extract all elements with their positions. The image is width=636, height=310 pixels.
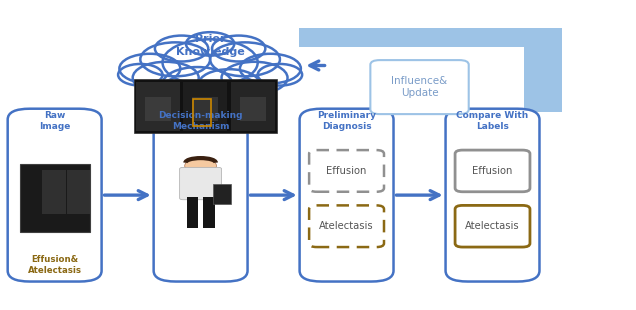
Circle shape xyxy=(163,67,232,101)
Circle shape xyxy=(172,86,210,104)
Circle shape xyxy=(120,54,180,83)
Bar xyxy=(183,82,227,131)
Bar xyxy=(193,100,211,126)
Circle shape xyxy=(184,158,216,174)
Text: Atelectasis: Atelectasis xyxy=(465,221,520,231)
Circle shape xyxy=(163,39,258,86)
Bar xyxy=(144,97,171,121)
Bar xyxy=(186,197,198,228)
Text: Effusion: Effusion xyxy=(473,166,513,176)
Text: Preliminary
Diagnosis: Preliminary Diagnosis xyxy=(317,111,376,131)
Circle shape xyxy=(141,42,210,76)
Bar xyxy=(240,97,266,121)
Bar xyxy=(67,170,90,214)
Bar xyxy=(213,184,231,204)
Text: Atelectasis: Atelectasis xyxy=(319,221,374,231)
Text: Prior
Knowledge: Prior Knowledge xyxy=(176,34,244,57)
Circle shape xyxy=(240,54,301,83)
Text: Decision-making
Mechanism: Decision-making Mechanism xyxy=(158,111,243,131)
Circle shape xyxy=(210,42,280,76)
Circle shape xyxy=(258,64,302,86)
FancyBboxPatch shape xyxy=(446,109,539,281)
Bar xyxy=(231,82,275,131)
FancyBboxPatch shape xyxy=(8,109,102,281)
Bar xyxy=(136,82,179,131)
Text: Effusion: Effusion xyxy=(326,166,367,176)
Circle shape xyxy=(221,62,287,94)
FancyBboxPatch shape xyxy=(300,109,394,281)
Bar xyxy=(299,29,562,47)
Text: Effusion&
Atelectasis: Effusion& Atelectasis xyxy=(27,255,81,275)
FancyBboxPatch shape xyxy=(309,150,384,192)
Bar xyxy=(20,164,90,232)
Text: Raw
Image: Raw Image xyxy=(39,111,71,131)
FancyBboxPatch shape xyxy=(455,206,530,247)
Circle shape xyxy=(133,62,198,94)
Circle shape xyxy=(118,64,163,86)
Bar xyxy=(203,197,214,228)
Text: Influence&
Update: Influence& Update xyxy=(391,76,448,98)
Circle shape xyxy=(155,36,208,61)
Bar xyxy=(523,29,562,112)
Circle shape xyxy=(210,86,248,104)
FancyBboxPatch shape xyxy=(309,206,384,247)
Circle shape xyxy=(212,36,265,61)
Bar xyxy=(192,97,219,121)
Bar xyxy=(42,170,66,214)
FancyBboxPatch shape xyxy=(154,109,247,281)
Circle shape xyxy=(186,32,234,55)
FancyBboxPatch shape xyxy=(179,167,221,200)
Text: Compare With
Labels: Compare With Labels xyxy=(457,111,529,131)
Bar xyxy=(134,79,277,133)
Circle shape xyxy=(190,86,230,106)
FancyBboxPatch shape xyxy=(370,60,469,114)
FancyBboxPatch shape xyxy=(455,150,530,192)
Circle shape xyxy=(198,69,259,99)
